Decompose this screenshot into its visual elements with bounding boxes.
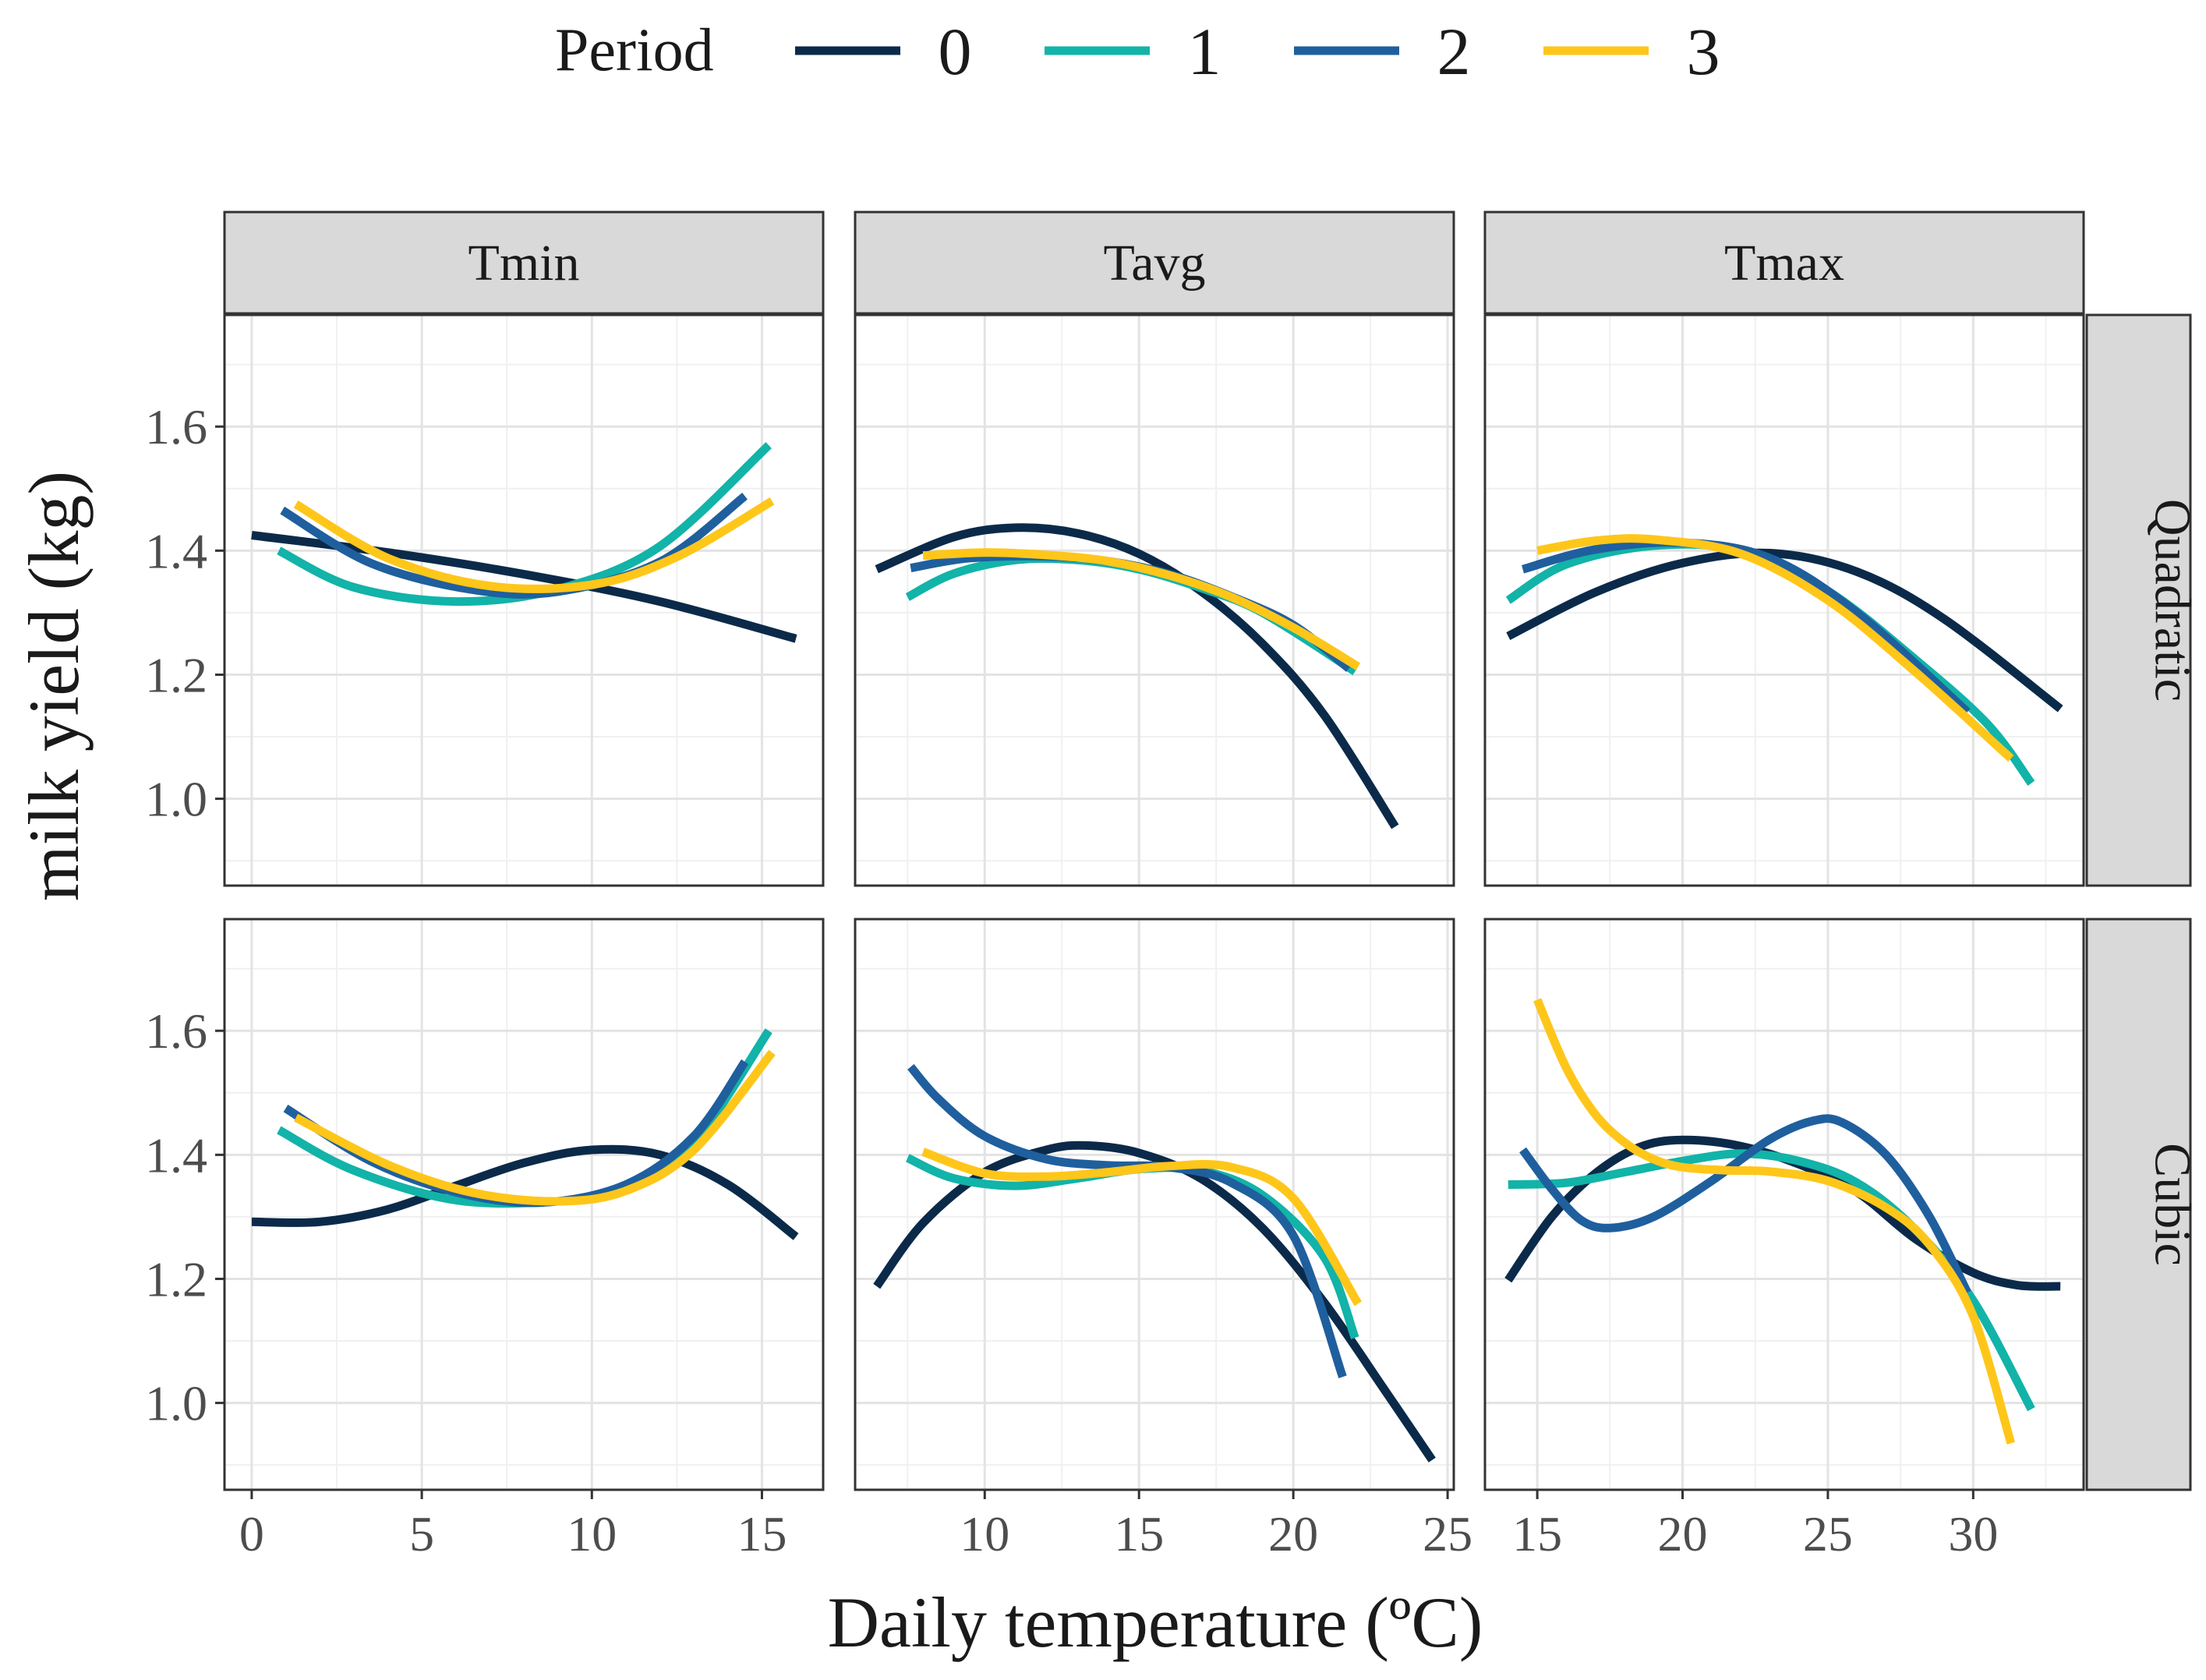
strip-label-quadratic: Quadratic — [2144, 499, 2201, 702]
series-line-period-3 — [294, 1049, 776, 1206]
legend-label-0: 0 — [939, 14, 972, 89]
panel-border — [1483, 313, 2085, 887]
panel-border — [223, 918, 825, 1491]
series-line-period-0 — [873, 1141, 1436, 1462]
x-tick-label: 30 — [1948, 1506, 1998, 1562]
x-tick-label: 15 — [737, 1506, 787, 1562]
legend-label-1: 1 — [1188, 14, 1221, 89]
strip-label-tavg: Tavg — [1103, 235, 1205, 292]
panel-tmax-cubic: 15 20 25 30 — [1483, 918, 2085, 1562]
y-tick-label: 1.2 — [145, 647, 207, 702]
panels: Tmin Tavg TmaxQuadraticCubic1.01.21.41.61.… — [145, 210, 2201, 1562]
y-tick-label: 1.0 — [145, 772, 207, 827]
legend-title: Period — [555, 16, 714, 83]
series-line-period-3 — [922, 548, 1361, 670]
series-line-period-3 — [921, 1148, 1362, 1307]
series-line-period-0 — [1506, 548, 2063, 713]
y-tick-label: 1.2 — [145, 1251, 207, 1307]
strip-tmax — [1483, 210, 2085, 315]
x-axis-title: Daily temperature (ºC) — [828, 1583, 1483, 1662]
panel-border — [1483, 918, 2085, 1491]
x-tick-label: 15 — [1512, 1506, 1562, 1562]
series-line-period-2 — [1519, 1114, 1971, 1295]
x-tick-label: 15 — [1114, 1506, 1164, 1562]
panel-border — [223, 313, 825, 887]
legend-entries: 0 1 2 3 — [795, 14, 1720, 89]
legend-label-3: 3 — [1687, 14, 1720, 89]
x-tick-label: 0 — [239, 1506, 264, 1562]
x-tick-label: 25 — [1803, 1506, 1853, 1562]
panel-tmin-quadratic: 1.0 1.2 1.4 1.6 — [145, 313, 825, 887]
panel-tmin-cubic: 1.0 1.2 1.4 1.6 0 5 10 15 — [145, 918, 825, 1562]
y-tick-label: 1.6 — [145, 1003, 207, 1059]
legend: Period 0 1 2 3 — [555, 14, 1720, 89]
panel-background — [855, 315, 1454, 886]
series-line-period-3 — [1536, 534, 2014, 762]
legend-label-2: 2 — [1437, 14, 1471, 89]
series-line-period-0 — [875, 523, 1399, 829]
x-tick-label: 20 — [1658, 1506, 1708, 1562]
strip-quadratic — [2085, 313, 2192, 887]
panel-border — [854, 313, 1455, 887]
strip-tavg — [854, 210, 1455, 315]
x-tick-label: 25 — [1423, 1506, 1472, 1562]
x-tick-label: 20 — [1268, 1506, 1318, 1562]
panel-border — [854, 918, 1455, 1491]
strip-label-tmin: Tmin — [468, 235, 580, 292]
y-tick-label: 1.4 — [145, 523, 207, 578]
panel-tavg-quadratic — [854, 313, 1455, 887]
panel-background — [855, 919, 1454, 1490]
panel-tavg-cubic: 10 15 20 25 — [854, 918, 1472, 1562]
y-tick-label: 1.4 — [145, 1127, 207, 1183]
strip-tmin — [223, 210, 825, 315]
x-tick-label: 10 — [567, 1506, 617, 1562]
x-tick-label: 10 — [960, 1506, 1009, 1562]
y-tick-label: 1.6 — [145, 399, 207, 454]
strip-cubic — [2085, 918, 2192, 1491]
series-line-period-3 — [1533, 998, 2016, 1445]
strip-label-tmax: Tmax — [1724, 235, 1844, 292]
panel-tmax-quadratic — [1483, 313, 2085, 887]
y-tick-label: 1.0 — [145, 1376, 207, 1431]
strip-label-cubic: Cubic — [2144, 1143, 2201, 1266]
series-line-period-3 — [293, 497, 775, 593]
series-line-period-0 — [251, 1144, 799, 1240]
series-line-period-2 — [1522, 538, 1971, 716]
y-axis-title: milk yield (kg) — [14, 471, 94, 901]
panel-background — [1485, 919, 2084, 1490]
x-tick-label: 5 — [409, 1506, 434, 1562]
